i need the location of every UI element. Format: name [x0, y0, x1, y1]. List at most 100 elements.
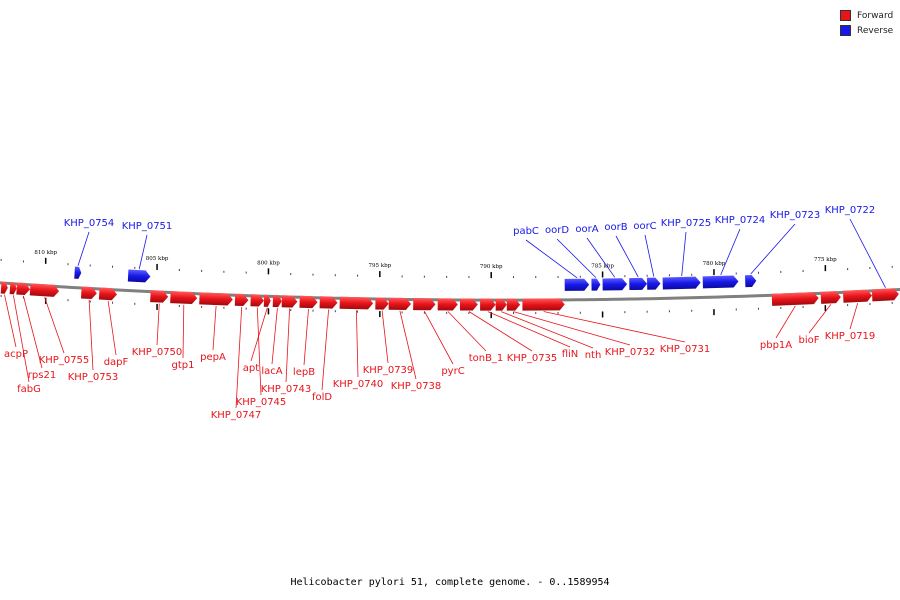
legend-item-reverse: Reverse	[840, 25, 893, 36]
gene-leader-line	[235, 306, 243, 409]
gene-arrow-dapf[interactable]	[98, 287, 117, 301]
gene-arrow-khp_0722[interactable]	[871, 288, 899, 302]
gene-arrow-khp_0754[interactable]	[74, 266, 82, 279]
gene-label-biof: bioF	[799, 335, 820, 346]
gene-leader-line	[513, 311, 631, 346]
gene-labels: acpPfabGrps21KHP_0755KHP_0753dapFKHP_075…	[4, 205, 886, 421]
gene-label-khp_0747: KHP_0747	[211, 410, 262, 421]
gene-arrow-khp_0753[interactable]	[80, 286, 97, 300]
gene-arrow-khp_0745[interactable]	[250, 294, 264, 307]
gene-leader-line	[750, 223, 796, 275]
gene-label-khp_0750: KHP_0750	[132, 347, 183, 358]
gene-leader-line	[681, 231, 687, 277]
gene-leader-line	[138, 234, 148, 270]
gene-arrow-pyrc[interactable]	[413, 298, 436, 311]
gene-arrow-khp_0724[interactable]	[702, 275, 739, 289]
gene-label-lepb: lepB	[293, 367, 315, 378]
gene-leader-line	[501, 311, 594, 349]
gene-arrow-acpp[interactable]	[0, 281, 8, 294]
gene-label-fold: folD	[312, 392, 332, 403]
gene-label-fabg: fabG	[17, 384, 41, 395]
gene-arrow-khp_0738[interactable]	[388, 297, 411, 310]
gene-leader-line	[271, 308, 278, 365]
gene-arrow-gtp1[interactable]	[170, 291, 198, 305]
gene-leader-line	[77, 231, 90, 266]
gene-arrow-pabc[interactable]	[564, 278, 590, 291]
gene-arrow-nth[interactable]	[495, 298, 507, 311]
gene-leader-line	[525, 239, 578, 279]
gene-arrow-tonb_1[interactable]	[437, 298, 458, 311]
genome-caption: Helicobacter pylori 51, complete genome.…	[290, 577, 610, 588]
gene-label-khp_0751: KHP_0751	[122, 221, 173, 232]
tick-label: 780 kbp	[703, 261, 726, 267]
gene-label-nth: nth	[585, 350, 602, 361]
legend-swatch	[840, 10, 851, 21]
gene-label-khp_0731: KHP_0731	[660, 344, 711, 355]
gene-leader-line	[556, 238, 597, 278]
gene-arrow-fabg[interactable]	[9, 282, 17, 295]
gene-leader-line	[381, 310, 389, 364]
gene-leader-line	[88, 299, 94, 371]
gene-arrow-rps21[interactable]	[16, 282, 31, 295]
gene-arrow-lepb[interactable]	[299, 295, 318, 309]
gene-arrow-khp_0750[interactable]	[150, 290, 169, 303]
gene-arrow-pepa[interactable]	[199, 292, 233, 306]
gene-arrow-khp_0719[interactable]	[842, 289, 873, 303]
gene-arrow-oora[interactable]	[602, 278, 628, 291]
gene-leader-line	[212, 305, 217, 351]
gene-arrow-khp_0732[interactable]	[506, 298, 521, 311]
gene-label-khp_0755: KHP_0755	[39, 355, 90, 366]
gene-leader-line	[849, 218, 886, 288]
gene-arrow-flin[interactable]	[480, 298, 496, 311]
gene-arrow-oorc[interactable]	[646, 277, 661, 290]
tick-label: 785 kbp	[591, 263, 614, 269]
gene-features	[0, 266, 899, 311]
gene-leader-line	[256, 307, 262, 396]
tick-label: 800 kbp	[257, 260, 280, 266]
gene-leader-line	[356, 310, 359, 378]
gene-label-flin: fliN	[562, 349, 579, 360]
gene-arrow-pbp1a[interactable]	[771, 292, 819, 306]
gene-leader-line	[775, 305, 796, 339]
gene-arrow-oord[interactable]	[591, 278, 601, 291]
gene-label-oord: oorD	[545, 225, 569, 236]
gene-arrow-fold[interactable]	[319, 296, 338, 309]
gene-arrow-laca[interactable]	[272, 294, 282, 308]
genome-backbone	[0, 281, 900, 302]
gene-label-apt: apt	[243, 363, 259, 374]
gene-arrow-khp_0740[interactable]	[339, 296, 374, 310]
gene-arrow-khp_0747[interactable]	[234, 293, 249, 307]
gene-label-khp_0719: KHP_0719	[825, 331, 876, 342]
gene-arrow-oorb[interactable]	[629, 277, 648, 291]
gene-label-khp_0738: KHP_0738	[391, 381, 442, 392]
gene-arrow-khp_0739[interactable]	[375, 297, 389, 310]
tick-label: 810 kbp	[34, 250, 57, 256]
gene-arrow-khp_0731[interactable]	[522, 298, 565, 311]
gene-leader-line	[808, 304, 832, 334]
gene-label-khp_0753: KHP_0753	[68, 372, 119, 383]
gene-leader-line	[285, 308, 290, 383]
gene-arrow-khp_0751[interactable]	[127, 269, 151, 283]
gene-label-khp_0722: KHP_0722	[825, 205, 876, 216]
gene-arrow-khp_0725[interactable]	[662, 276, 701, 290]
gene-leader-line	[644, 234, 655, 277]
gene-leader-line	[23, 295, 43, 369]
gene-arrow-biof[interactable]	[820, 291, 842, 304]
gene-label-laca: lacA	[261, 366, 282, 377]
gene-leader-line	[615, 235, 639, 278]
gene-label-khp_0724: KHP_0724	[715, 215, 766, 226]
gene-arrow-khp_0743[interactable]	[281, 295, 298, 308]
gene-label-khp_0725: KHP_0725	[661, 218, 712, 229]
gene-leader-line	[44, 297, 65, 354]
gene-arrow-khp_0735[interactable]	[459, 298, 478, 311]
gene-leader-line	[447, 311, 487, 352]
legend-label: Forward	[857, 10, 894, 21]
gene-arrow-khp_0755[interactable]	[29, 283, 60, 297]
gene-arrow-khp_0723[interactable]	[745, 274, 757, 288]
gene-label-oorc: oorC	[633, 221, 656, 232]
legend-item-forward: Forward	[840, 10, 893, 21]
gene-label-pbp1a: pbp1A	[760, 340, 792, 351]
gene-arrow-apt[interactable]	[263, 294, 271, 307]
gene-label-oora: oorA	[575, 224, 598, 235]
